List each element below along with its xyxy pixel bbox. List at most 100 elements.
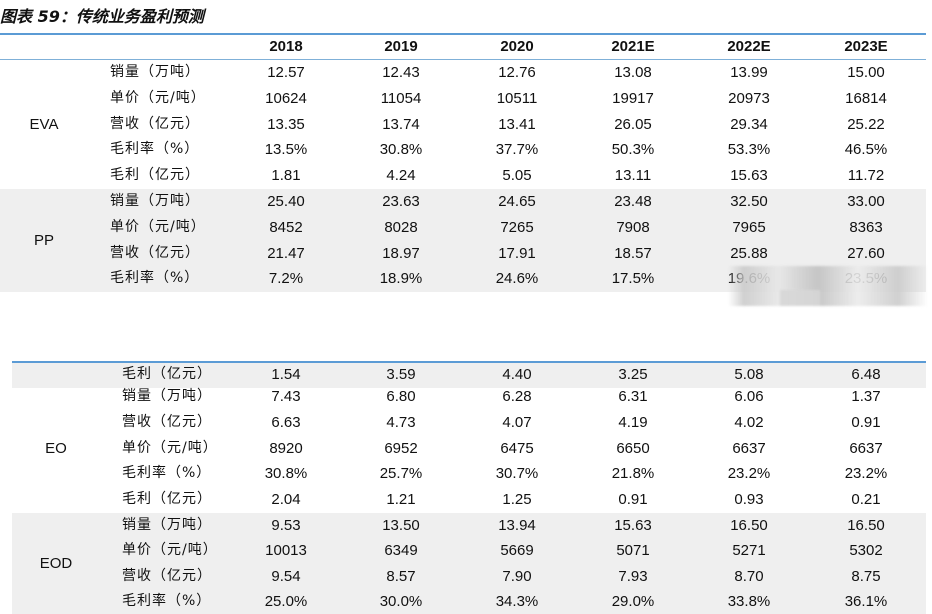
value-cell: 19917 (612, 89, 654, 107)
metric-label: 毛利率（%） (122, 465, 212, 482)
value-cell: 25.40 (267, 193, 305, 210)
value-cell: 6637 (849, 439, 883, 457)
value-cell: 0.21 (851, 491, 881, 509)
value-cell: 4.07 (502, 413, 532, 431)
value-cell: 34.3% (495, 592, 539, 610)
value-cell: 53.3% (727, 141, 771, 159)
metric-label: 单价（元/吨） (110, 218, 206, 235)
value-cell: 4.73 (386, 413, 416, 431)
table-row: 毛利（亿元） 1.81 4.24 5.05 13.11 15.63 11.72 (0, 163, 926, 188)
table-row: 单价（元/吨） 10013 6349 5669 5071 5271 5302 (0, 538, 926, 563)
value-cell: 7.43 (271, 388, 301, 405)
value-cell: 32.50 (730, 193, 768, 210)
value-cell: 7908 (616, 218, 650, 236)
metric-label: 销量（万吨） (110, 64, 200, 80)
value-cell: 18.57 (614, 244, 652, 262)
value-cell: 8452 (269, 218, 303, 236)
table-row: 毛利（亿元） 2.04 1.21 1.25 0.91 0.93 0.21 (0, 487, 926, 512)
value-cell: 18.9% (379, 270, 423, 288)
value-cell: 20973 (728, 89, 770, 107)
value-cell: 7.2% (268, 270, 304, 288)
metric-label: 销量（万吨） (122, 388, 212, 404)
value-cell: 23.2% (727, 465, 771, 483)
value-cell: 1.81 (271, 167, 301, 185)
header-rule (0, 59, 926, 60)
value-cell: 46.5% (844, 141, 888, 159)
value-cell: 12.43 (382, 64, 420, 81)
value-cell: 24.6% (495, 270, 539, 288)
value-cell: 10624 (265, 89, 307, 107)
group-label: EVA (29, 115, 59, 133)
value-cell: 1.37 (851, 388, 881, 405)
value-cell: 7.93 (618, 567, 648, 585)
table-row: 单价（元/吨） 10624 11054 10511 19917 20973 16814 (0, 86, 926, 111)
value-cell: 4.24 (386, 167, 416, 185)
column-header: 2018 (269, 38, 303, 55)
metric-label: 毛利（亿元） (122, 491, 212, 508)
value-cell: 7965 (732, 218, 766, 236)
section-shading (12, 513, 926, 614)
value-cell: 10511 (496, 89, 538, 107)
value-cell: 25.88 (730, 244, 768, 262)
value-cell: 3.25 (618, 366, 648, 383)
value-cell: 6475 (500, 439, 534, 457)
value-cell: 6.28 (502, 388, 532, 405)
value-cell: 12.76 (498, 64, 536, 81)
value-cell: 9.53 (271, 517, 301, 534)
value-cell: 4.02 (734, 413, 764, 431)
value-cell: 13.99 (730, 64, 768, 81)
value-cell: 17.91 (498, 244, 536, 262)
value-cell: 6.63 (271, 413, 301, 431)
value-cell: 17.5% (611, 270, 655, 288)
value-cell: 23.2% (844, 465, 888, 483)
value-cell: 23.48 (614, 193, 652, 210)
value-cell: 8028 (384, 218, 418, 236)
column-header: 2020 (500, 38, 534, 55)
group-label: EOD (39, 554, 73, 572)
metric-label: 营收（亿元） (122, 567, 212, 584)
value-cell: 21.8% (611, 465, 655, 483)
table-row: 单价（元/吨） 8452 8028 7265 7908 7965 8363 (0, 215, 926, 240)
value-cell: 6.48 (851, 366, 881, 383)
table-row: 营收（亿元） 6.63 4.73 4.07 4.19 4.02 0.91 (0, 410, 926, 435)
value-cell: 26.05 (614, 115, 652, 133)
metric-label: 销量（万吨） (122, 517, 212, 533)
value-cell: 30.8% (264, 465, 308, 483)
value-cell: 2.04 (271, 491, 301, 509)
value-cell: 16.50 (730, 517, 768, 534)
table-row: 销量（万吨） 25.40 23.63 24.65 23.48 32.50 33.00 (0, 189, 926, 214)
value-cell: 36.1% (844, 592, 888, 610)
value-cell: 13.74 (382, 115, 420, 133)
value-cell: 3.59 (386, 366, 416, 383)
value-cell: 6.31 (618, 388, 648, 405)
value-cell: 16.50 (847, 517, 885, 534)
value-cell: 5.08 (734, 366, 764, 383)
value-cell: 21.47 (267, 244, 305, 262)
page-title: 图表 59：传统业务盈利预测 (0, 7, 204, 26)
value-cell: 1.54 (271, 366, 301, 383)
group-label: EO (45, 439, 67, 457)
value-cell: 50.3% (611, 141, 655, 159)
value-cell: 13.11 (614, 167, 652, 185)
value-cell: 9.54 (271, 567, 301, 585)
metric-label: 单价（元/吨） (122, 542, 218, 559)
metric-label: 毛利率（%） (122, 592, 212, 609)
metric-label: 毛利率（%） (110, 270, 200, 287)
value-cell: 30.0% (379, 592, 423, 610)
table-row: 销量（万吨） 9.53 13.50 13.94 15.63 16.50 16.50 (0, 513, 926, 538)
value-cell: 13.5% (264, 141, 308, 159)
metric-label: 单价（元/吨） (110, 89, 206, 106)
title-rule (0, 33, 926, 35)
column-header: 2021E (611, 38, 655, 55)
value-cell: 5669 (500, 542, 534, 560)
value-cell: 5.05 (502, 167, 532, 185)
value-cell: 6637 (732, 439, 766, 457)
value-cell: 11.72 (847, 167, 885, 185)
table-row: 毛利率（%） 25.0% 30.0% 34.3% 29.0% 33.8% 36.1% (0, 589, 926, 614)
value-cell: 30.7% (495, 465, 539, 483)
value-cell: 4.40 (502, 366, 532, 383)
value-cell: 13.08 (614, 64, 652, 81)
value-cell: 6952 (384, 439, 418, 457)
value-cell: 15.63 (730, 167, 768, 185)
value-cell: 6.06 (734, 388, 764, 405)
